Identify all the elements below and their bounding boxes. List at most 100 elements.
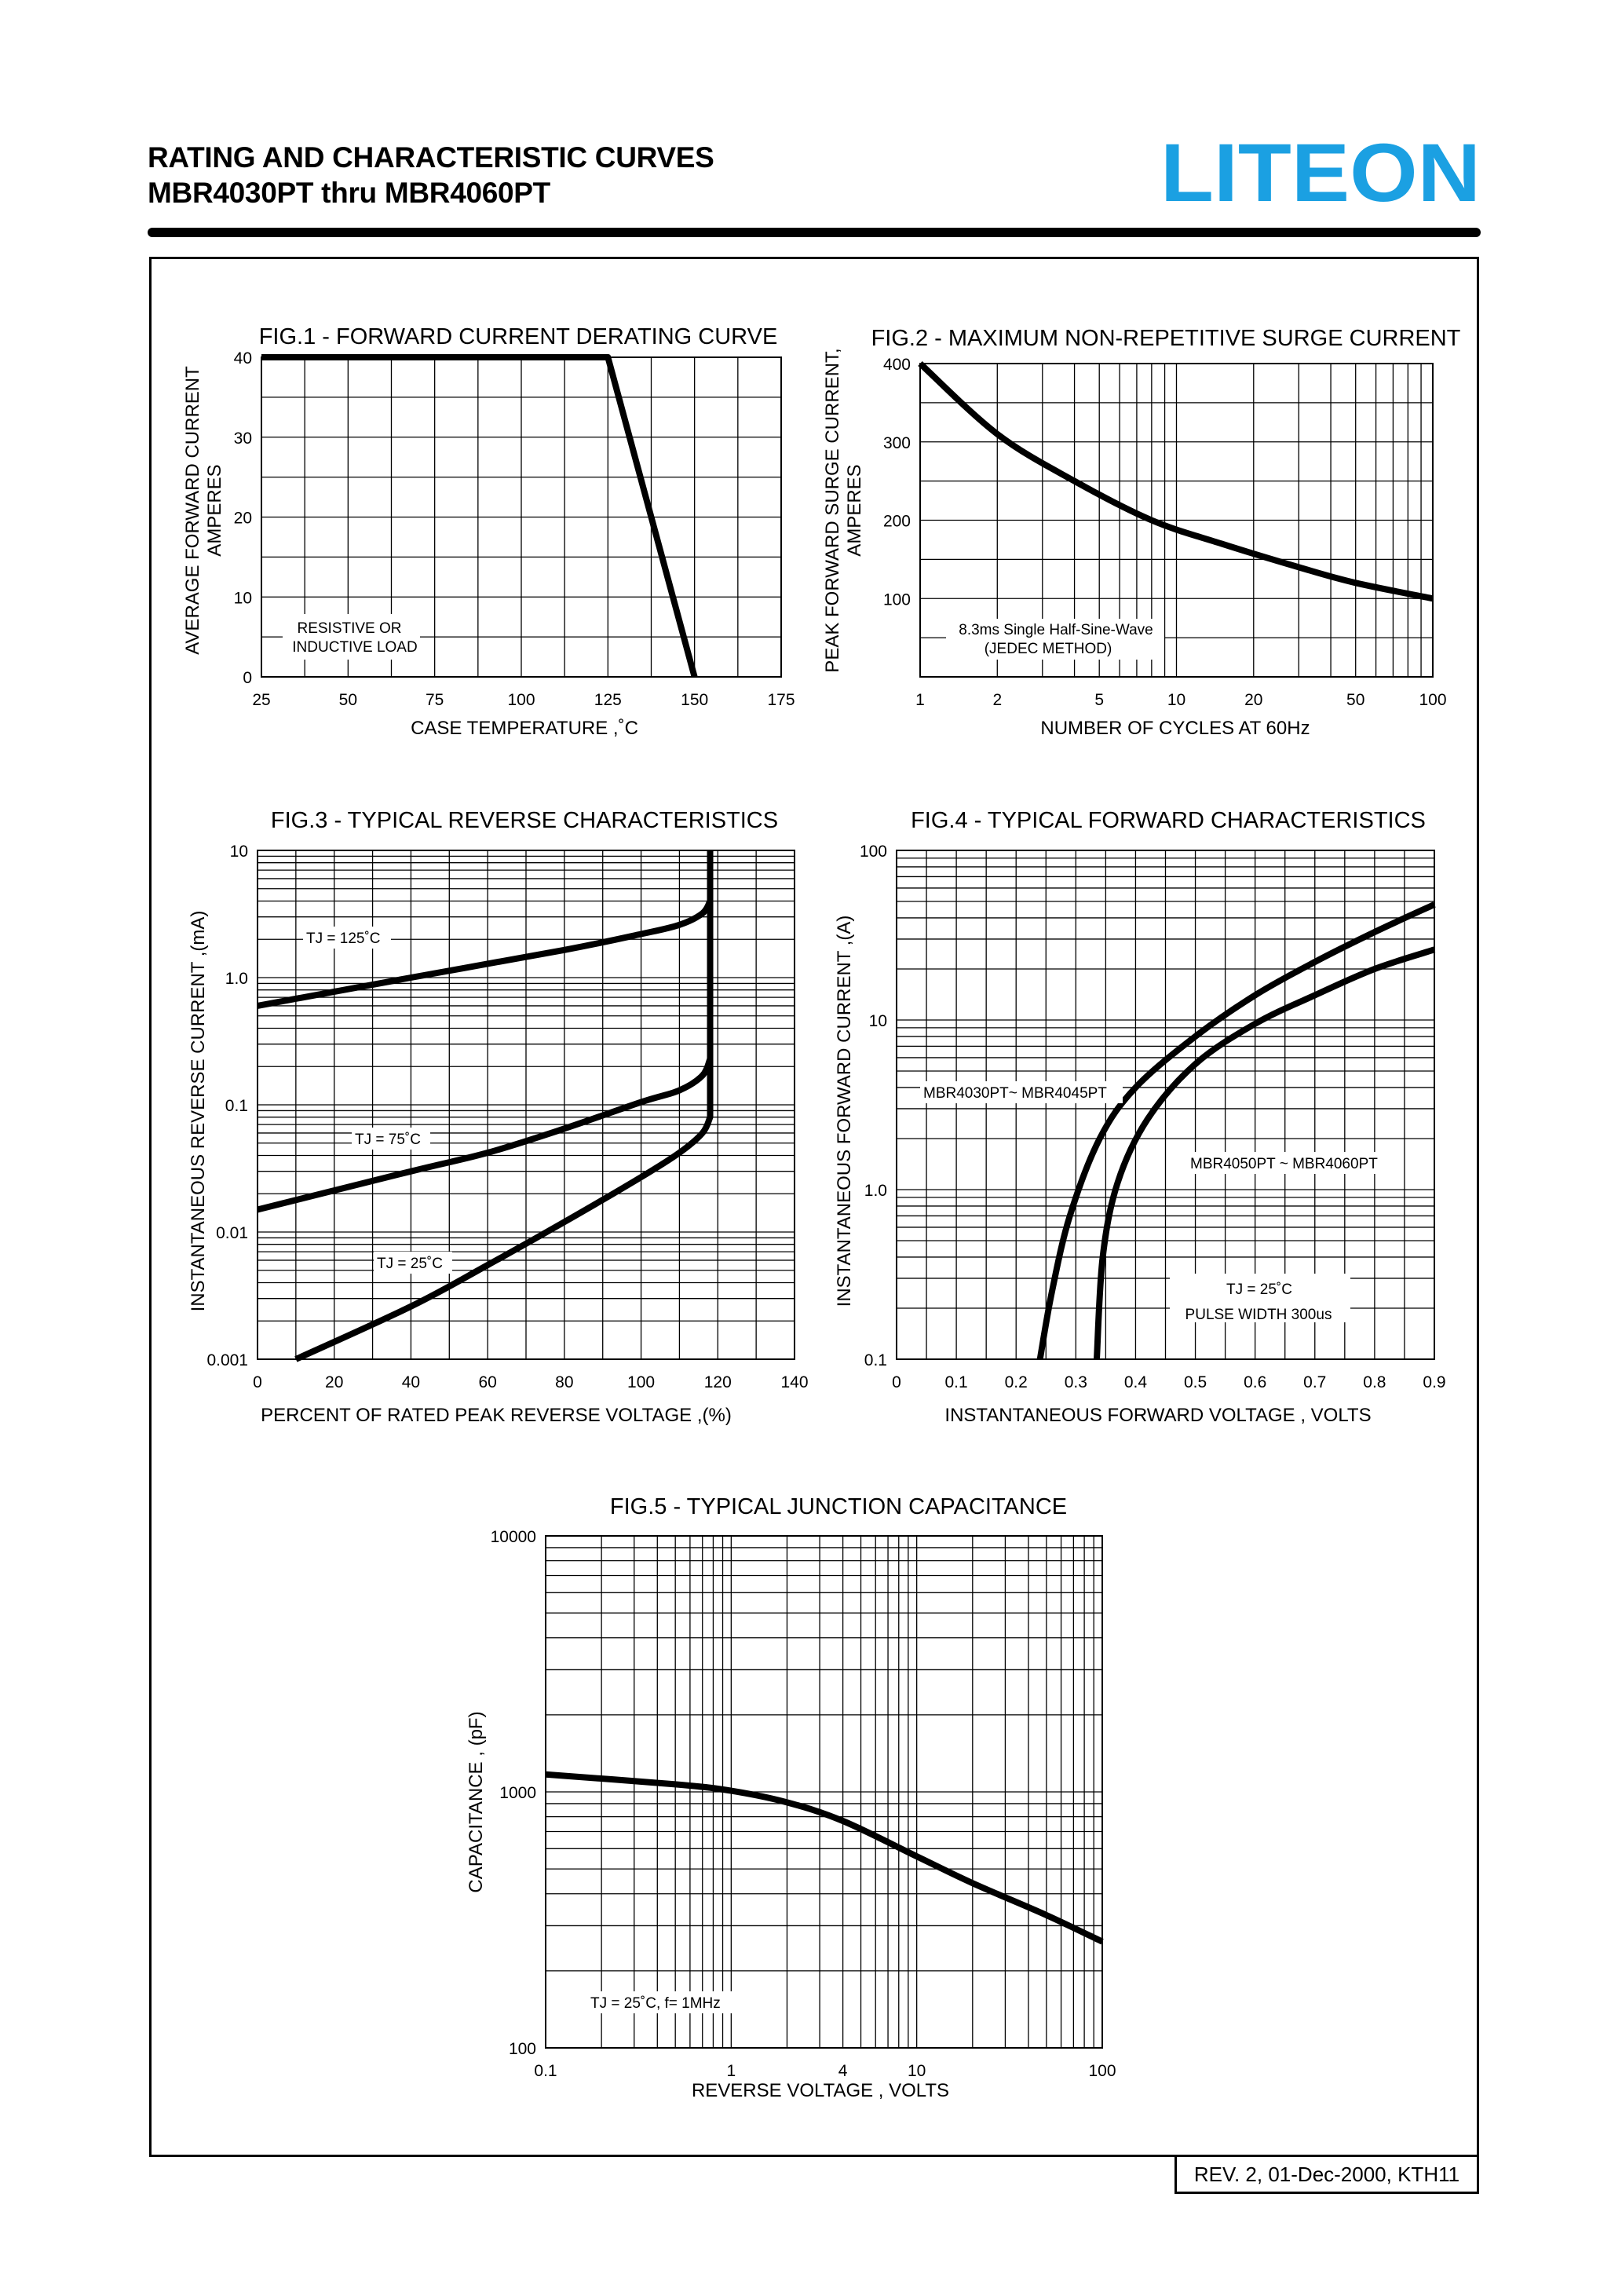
fig4-chart: FIG.4 - TYPICAL FORWARD CHARACTERISTICS … bbox=[834, 808, 1446, 1426]
fig4-x-tick: 0.6 bbox=[1244, 1373, 1266, 1391]
fig4-x-tick: 0.8 bbox=[1363, 1373, 1386, 1391]
fig2-x-label: NUMBER OF CYCLES AT 60Hz bbox=[1040, 718, 1310, 739]
fig4-x-tick: 0 bbox=[892, 1373, 901, 1391]
fig1-y-tick: 30 bbox=[234, 430, 252, 448]
fig4-series-0 bbox=[1036, 901, 1436, 1360]
fig2-x-tick: 20 bbox=[1244, 691, 1262, 709]
fig3-label-75: TJ = 75˚C bbox=[355, 1132, 421, 1148]
fig1-series-0 bbox=[261, 354, 698, 678]
fig3-x-tick: 100 bbox=[627, 1373, 655, 1391]
fig5-x-tick: 4 bbox=[838, 2062, 848, 2080]
fig1-x-tick: 50 bbox=[339, 691, 357, 709]
fig4-y-tick: 10 bbox=[869, 1012, 887, 1030]
fig3-chart: FIG.3 - TYPICAL REVERSE CHARACTERISTICS … bbox=[188, 808, 809, 1426]
fig3-label-25: TJ = 25˚C bbox=[377, 1256, 443, 1272]
fig5-annotation-bg bbox=[587, 1991, 741, 2013]
fig3-plot-border bbox=[257, 850, 795, 1360]
fig4-label-b-bg bbox=[1187, 1152, 1393, 1174]
fig3-y-tick: 1.0 bbox=[225, 970, 248, 988]
title-line-2: MBR4030PT thru MBR4060PT bbox=[148, 177, 550, 209]
fig3-title: FIG.3 - TYPICAL REVERSE CHARACTERISTICS bbox=[271, 808, 778, 833]
fig5-y-tick: 1000 bbox=[499, 1784, 536, 1802]
fig2-annotation-1: 8.3ms Single Half-Sine-Wave bbox=[959, 622, 1153, 638]
fig1-y-tick: 10 bbox=[234, 589, 252, 607]
fig4-x-tick: 0.3 bbox=[1065, 1373, 1087, 1391]
fig5-chart: FIG.5 - TYPICAL JUNCTION CAPACITANCE 0.1… bbox=[466, 1494, 1116, 2101]
fig1-annotation-bg bbox=[283, 614, 420, 660]
fig1-y-tick: 20 bbox=[234, 510, 252, 528]
fig2-chart: FIG.2 - MAXIMUM NON-REPETITIVE SURGE CUR… bbox=[822, 326, 1461, 739]
fig2-y-tick: 400 bbox=[883, 356, 911, 374]
fig5-annotation: TJ = 25˚C, f= 1MHz bbox=[590, 1995, 721, 2012]
fig5-x-tick: 10 bbox=[908, 2062, 926, 2080]
title-line-1: RATING AND CHARACTERISTIC CURVES bbox=[148, 141, 714, 174]
fig5-y-label: CAPACITANCE , (pF) bbox=[466, 1711, 487, 1892]
logo-text: LITEON bbox=[1160, 140, 1481, 204]
fig2-x-tick: 2 bbox=[992, 691, 1002, 709]
document-title: RATING AND CHARACTERISTIC CURVES MBR4030… bbox=[148, 140, 714, 210]
revision-box: REV. 2, 01-Dec-2000, KTH11 bbox=[1174, 2156, 1479, 2194]
fig1-y-label-1: AVERAGE FORWARD CURRENT bbox=[182, 366, 203, 655]
fig1-x-tick: 100 bbox=[507, 691, 535, 709]
fig3-x-label: PERCENT OF RATED PEAK REVERSE VOLTAGE ,(… bbox=[261, 1405, 732, 1426]
fig5-x-label: REVERSE VOLTAGE , VOLTS bbox=[692, 2080, 949, 2101]
fig5-y-tick: 10000 bbox=[491, 1528, 536, 1546]
fig5-title: FIG.5 - TYPICAL JUNCTION CAPACITANCE bbox=[610, 1494, 1067, 1519]
fig3-y-tick: 0.01 bbox=[216, 1224, 248, 1242]
fig2-annotation-2: (JEDEC METHOD) bbox=[985, 641, 1112, 657]
fig1-x-label: CASE TEMPERATURE ,˚C bbox=[411, 718, 638, 739]
fig4-title: FIG.4 - TYPICAL FORWARD CHARACTERISTICS bbox=[911, 808, 1426, 833]
fig3-x-tick: 20 bbox=[325, 1373, 343, 1391]
fig1-x-tick: 175 bbox=[767, 691, 795, 709]
fig3-y-tick: 10 bbox=[230, 843, 248, 861]
fig4-y-tick: 100 bbox=[860, 843, 887, 861]
fig4-plot-border bbox=[896, 850, 1435, 1360]
fig3-x-tick: 80 bbox=[555, 1373, 573, 1391]
fig3-y-tick: 0.001 bbox=[206, 1351, 248, 1369]
fig2-y-label-2: AMPERES bbox=[844, 464, 865, 556]
fig1-y-tick: 0 bbox=[243, 669, 252, 687]
fig4-annotation-2: PULSE WIDTH 300us bbox=[1185, 1307, 1332, 1323]
fig2-series-0 bbox=[918, 361, 1434, 602]
fig1-annotation-2: INDUCTIVE LOAD bbox=[292, 639, 417, 656]
fig2-x-tick: 50 bbox=[1346, 691, 1364, 709]
fig3-x-tick: 0 bbox=[253, 1373, 262, 1391]
fig4-x-tick: 0.2 bbox=[1005, 1373, 1028, 1391]
fig2-plot-border bbox=[919, 363, 1434, 678]
fig4-x-tick: 0.9 bbox=[1423, 1373, 1445, 1391]
fig2-y-label-1: PEAK FORWARD SURGE CURRENT, bbox=[822, 348, 843, 672]
fig4-series-1 bbox=[1093, 946, 1436, 1360]
fig4-label-a: MBR4030PT~ MBR4045PT bbox=[923, 1085, 1107, 1102]
fig2-y-tick: 100 bbox=[883, 590, 911, 609]
fig1-x-tick: 150 bbox=[681, 691, 708, 709]
fig3-label-125: TJ = 125˚C bbox=[306, 930, 381, 947]
fig2-x-tick: 1 bbox=[915, 691, 925, 709]
fig3-x-tick: 60 bbox=[478, 1373, 496, 1391]
fig1-y-label-2: AMPERES bbox=[204, 464, 225, 556]
fig1-x-tick: 25 bbox=[252, 691, 270, 709]
fig3-x-tick: 40 bbox=[402, 1373, 420, 1391]
fig1-annotation-1: RESISTIVE OR bbox=[297, 620, 401, 637]
fig4-x-tick: 0.4 bbox=[1124, 1373, 1148, 1391]
fig4-x-label: INSTANTANEOUS FORWARD VOLTAGE , VOLTS bbox=[944, 1405, 1371, 1426]
fig3-series-0 bbox=[257, 850, 714, 1009]
fig4-x-tick: 0.7 bbox=[1303, 1373, 1326, 1391]
fig4-y-tick: 0.1 bbox=[864, 1351, 887, 1369]
fig1-title: FIG.1 - FORWARD CURRENT DERATING CURVE bbox=[259, 324, 778, 349]
fig1-y-tick: 40 bbox=[234, 349, 252, 367]
fig3-y-label: INSTANTANEOUS REVERSE CURRENT ,(mA) bbox=[188, 911, 209, 1312]
fig3-label-75-bg bbox=[352, 1128, 430, 1150]
fig2-title: FIG.2 - MAXIMUM NON-REPETITIVE SURGE CUR… bbox=[871, 326, 1461, 351]
fig4-annotation-1: TJ = 25˚C bbox=[1226, 1281, 1292, 1298]
fig4-x-tick: 0.5 bbox=[1184, 1373, 1207, 1391]
fig3-y-tick: 0.1 bbox=[225, 1097, 248, 1115]
fig3-series-2 bbox=[294, 1058, 714, 1362]
fig3-label-125-bg bbox=[303, 927, 391, 949]
fig4-y-label: INSTANTANEOUS FORWARD CURRENT ,(A) bbox=[834, 916, 855, 1307]
fig2-x-tick: 10 bbox=[1167, 691, 1185, 709]
fig5-y-tick: 100 bbox=[509, 2040, 536, 2058]
header-rule bbox=[148, 228, 1481, 237]
fig4-y-tick: 1.0 bbox=[864, 1182, 887, 1200]
fig4-label-a-bg bbox=[920, 1081, 1123, 1103]
